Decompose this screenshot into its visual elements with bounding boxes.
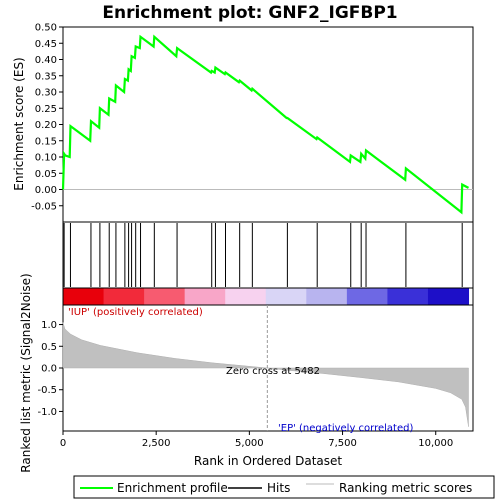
ranking-heatmap-bar (62, 287, 474, 306)
es-y-tick-label: 0.25 (35, 104, 57, 115)
legend-hits-label: Hits (267, 481, 290, 495)
es-y-tick-label: 0.00 (35, 185, 57, 196)
metric-x-ticks: 0 2,500 5,000 7,500 10,000 (60, 431, 453, 449)
metric-y-tick-label: -0.5 (37, 385, 57, 396)
ranking-metric-area (62, 322, 469, 427)
es-line-group (61, 34, 470, 215)
es-panel: -0.05 0.00 0.05 0.10 0.15 0.20 0.25 0.30 0.35 0.4… (12, 23, 474, 223)
x-tick-label: 2,500 (142, 438, 171, 449)
es-y-tick-label: 0.10 (35, 153, 57, 164)
es-y-tick-label: 0.30 (35, 88, 57, 99)
heatmap-segment (184, 288, 226, 305)
heatmap-segment (63, 288, 105, 305)
negative-correlation-label: 'EP' (negatively correlated) (278, 423, 413, 434)
es-y-tick-label: 0.20 (35, 120, 57, 131)
x-tick-label: 5,000 (235, 438, 264, 449)
x-tick-label: 7,500 (328, 438, 357, 449)
legend-ranking-label: Ranking metric scores (339, 481, 472, 495)
heatmap-segment (265, 288, 307, 305)
heatmap-segment (346, 288, 388, 305)
hits-panel (62, 221, 474, 289)
metric-y-axis-label: Ranked list metric (Signal2Noise) (19, 273, 33, 472)
es-y-tick-label: -0.05 (31, 201, 57, 212)
heatmap-segment (225, 288, 267, 305)
x-tick-label: 0 (60, 438, 66, 449)
heatmap-segment (427, 288, 470, 305)
zero-cross-label: Zero cross at 5482 (226, 366, 320, 377)
metric-y-tick-label: 1.0 (41, 320, 57, 331)
legend: Enrichment profile Hits Ranking metric s… (73, 475, 495, 499)
heatmap-segment (103, 288, 145, 305)
heatmap-segment (306, 288, 348, 305)
x-tick-label: 10,000 (418, 438, 453, 449)
x-axis-label: Rank in Ordered Dataset (194, 454, 342, 468)
es-y-tick-label: 0.05 (35, 169, 57, 180)
metric-panel: -1.0 -0.5 0.0 0.5 1.0 0 2,500 5,000 7,500 10,000… (19, 273, 474, 473)
es-y-tick-label: 0.40 (35, 55, 57, 66)
metric-y-tick-label: 0.5 (41, 342, 57, 353)
legend-enrichment-label: Enrichment profile (117, 481, 228, 495)
enrichment-profile-line (61, 34, 470, 215)
es-y-ticks: -0.05 0.00 0.05 0.10 0.15 0.20 0.25 0.30 0.35 0.4… (31, 23, 63, 212)
es-plot-frame (62, 26, 474, 223)
heatmap-segment (144, 288, 186, 305)
metric-y-tick-label: 0.0 (41, 364, 57, 375)
metric-y-ticks: -1.0 -0.5 0.0 0.5 1.0 (37, 320, 63, 418)
metric-area (62, 322, 469, 427)
chart-title: Enrichment plot: GNF2_IGFBP1 (102, 3, 397, 23)
es-y-tick-label: 0.45 (35, 39, 57, 50)
positive-correlation-label: 'IUP' (positively correlated) (68, 307, 203, 318)
es-y-axis-label: Enrichment score (ES) (12, 57, 26, 190)
es-y-tick-label: 0.35 (35, 71, 57, 82)
heatmap-segment (387, 288, 429, 305)
es-y-tick-label: 0.15 (35, 136, 57, 147)
metric-y-tick-label: -1.0 (37, 407, 57, 418)
hits-marks (63, 223, 463, 287)
es-y-tick-label: 0.50 (35, 23, 57, 34)
legend-box (73, 475, 495, 499)
